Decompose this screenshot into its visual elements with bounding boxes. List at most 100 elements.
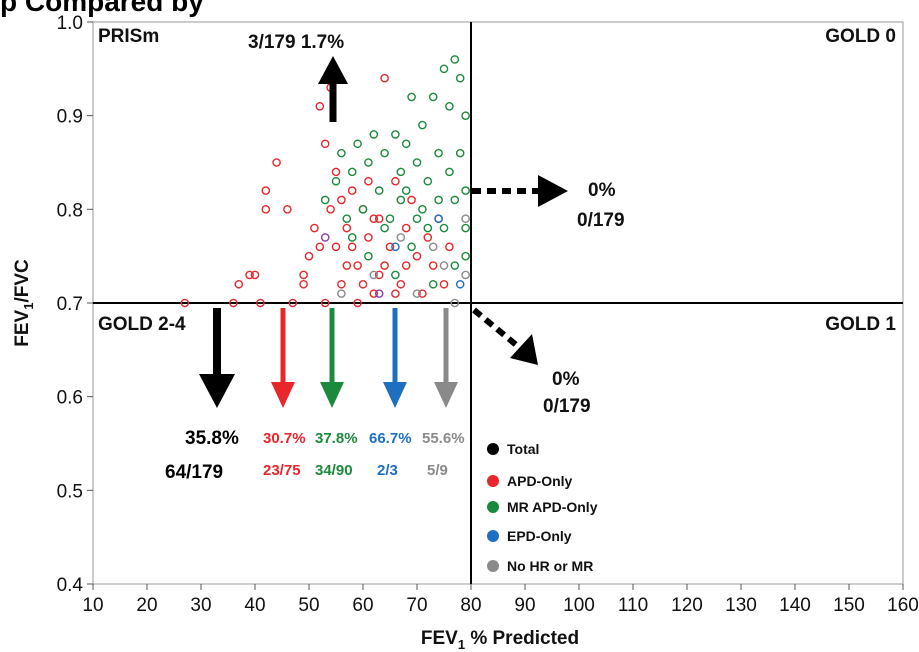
y-tick-label: 0.8 — [57, 200, 83, 221]
point-apd-only — [369, 214, 379, 223]
point-no-hr-or-mr — [337, 289, 346, 298]
quadrant-label-prism: PRISm — [98, 26, 159, 47]
point-apd-only — [374, 214, 384, 223]
gold1-arrow-head — [510, 334, 538, 365]
point-apd-only — [364, 176, 373, 186]
point-apd-only — [353, 261, 362, 270]
point-apd-only — [358, 279, 368, 289]
gold1-arrow-shaft — [472, 307, 522, 351]
point-mr-apd-only — [461, 111, 470, 120]
point-apd-only — [299, 279, 308, 289]
legend: Total APD-Only MR APD-Only EPD-Only No H… — [487, 441, 598, 574]
nohr-count: 5/9 — [427, 462, 448, 479]
point-no-hr-or-mr — [428, 242, 438, 252]
point-mr-apd-only — [428, 92, 438, 102]
legend-label-epd: EPD-Only — [507, 528, 572, 544]
point-mr-apd-only — [445, 102, 454, 111]
point-no-hr-or-mr — [412, 289, 422, 298]
point-apd-only — [261, 186, 271, 195]
point-apd-only — [412, 251, 422, 261]
point-no-hr-or-mr — [461, 214, 470, 223]
point-apd-only — [439, 279, 449, 289]
x-tick-label: 20 — [136, 595, 157, 616]
apd-pct: 30.7% — [263, 430, 306, 447]
point-mr-apd-only — [337, 148, 346, 158]
x-axis-ticks: 10 20 30 40 50 60 70 80 90 100 110 120 130 140 150 160 — [82, 584, 919, 616]
point-mr-apd-only — [331, 176, 341, 186]
point-apd-only — [261, 205, 271, 214]
point-mr-apd-only — [461, 223, 470, 233]
x-tick-label: 100 — [563, 595, 595, 616]
x-axis-title: FEV1 % Predicted — [421, 628, 579, 652]
point-mr-apd-only — [434, 195, 443, 205]
point-mr-apd-only — [347, 167, 357, 177]
legend-label-mrapd: MR APD-Only — [507, 499, 598, 515]
point-apd-only — [331, 242, 341, 252]
point-apd-only — [369, 289, 379, 298]
gold0-arrow-head — [538, 175, 568, 207]
prism-annotation: 3/179 1.7% — [248, 32, 344, 53]
point-apd-only — [331, 167, 341, 177]
point-apd-only — [423, 233, 433, 242]
gold24-arrow-total — [199, 308, 235, 408]
point-mr-apd-only — [434, 148, 443, 158]
total-count: 64/179 — [165, 462, 223, 483]
point-apd-only — [229, 298, 238, 308]
point-mr-apd-only — [461, 186, 470, 195]
legend-item-epd: EPD-Only — [487, 528, 572, 544]
point-apd-only — [315, 242, 325, 252]
y-tick-label: 1.0 — [57, 13, 83, 34]
point-apd-only — [396, 279, 406, 289]
point-apd-only — [374, 270, 384, 280]
point-mr-apd-only — [455, 148, 465, 158]
point-apd-only — [283, 205, 292, 214]
point-apd-only — [364, 233, 373, 242]
point-apd-only — [445, 242, 454, 252]
point-apd-only — [380, 73, 389, 83]
x-tick-label: 30 — [190, 595, 211, 616]
point-apd-only — [385, 242, 395, 252]
point-apd-only — [418, 289, 427, 298]
point-mr-apd-only — [423, 223, 433, 233]
point-mr-apd-only — [396, 167, 406, 177]
point-mr-apd-only — [445, 167, 454, 177]
point-mr-apd-only — [347, 233, 357, 242]
epd-count: 2/3 — [377, 462, 398, 479]
x-tick-label: 80 — [460, 595, 481, 616]
legend-label-apd: APD-Only — [507, 473, 573, 489]
y-tick-label: 0.9 — [57, 107, 83, 128]
point-apd-only — [234, 279, 244, 289]
point-epd-only — [391, 242, 400, 252]
point-purple — [374, 289, 384, 298]
point-no-hr-or-mr — [461, 270, 470, 280]
apd-count: 23/75 — [263, 462, 301, 479]
point-no-hr-or-mr — [369, 270, 379, 280]
data-points — [180, 55, 470, 308]
point-mr-apd-only — [455, 73, 465, 83]
point-apd-only — [337, 195, 346, 205]
y-tick-label: 0.4 — [57, 575, 84, 596]
point-apd-only — [428, 261, 438, 270]
legend-marker-total — [487, 443, 499, 455]
legend-item-nohr: No HR or MR — [487, 558, 593, 574]
total-pct: 35.8% — [185, 428, 239, 449]
legend-marker-apd — [487, 475, 499, 487]
point-mr-apd-only — [358, 205, 368, 214]
legend-label-nohr: No HR or MR — [507, 558, 593, 574]
point-mr-apd-only — [385, 214, 395, 223]
point-mr-apd-only — [418, 205, 427, 214]
y-axis-title: FEV1/FVC — [12, 259, 36, 347]
point-apd-only — [326, 205, 335, 214]
legend-marker-mrapd — [487, 501, 499, 513]
point-mr-apd-only — [450, 195, 460, 205]
point-apd-only — [337, 279, 346, 289]
point-mr-apd-only — [407, 92, 416, 102]
gold0-count: 0/179 — [577, 210, 625, 231]
point-mr-apd-only — [342, 214, 352, 223]
epd-pct: 66.7% — [369, 430, 412, 447]
mrapd-pct: 37.8% — [315, 430, 358, 447]
point-mr-apd-only — [369, 130, 379, 139]
point-apd-only — [245, 270, 254, 280]
point-mr-apd-only — [320, 195, 330, 205]
